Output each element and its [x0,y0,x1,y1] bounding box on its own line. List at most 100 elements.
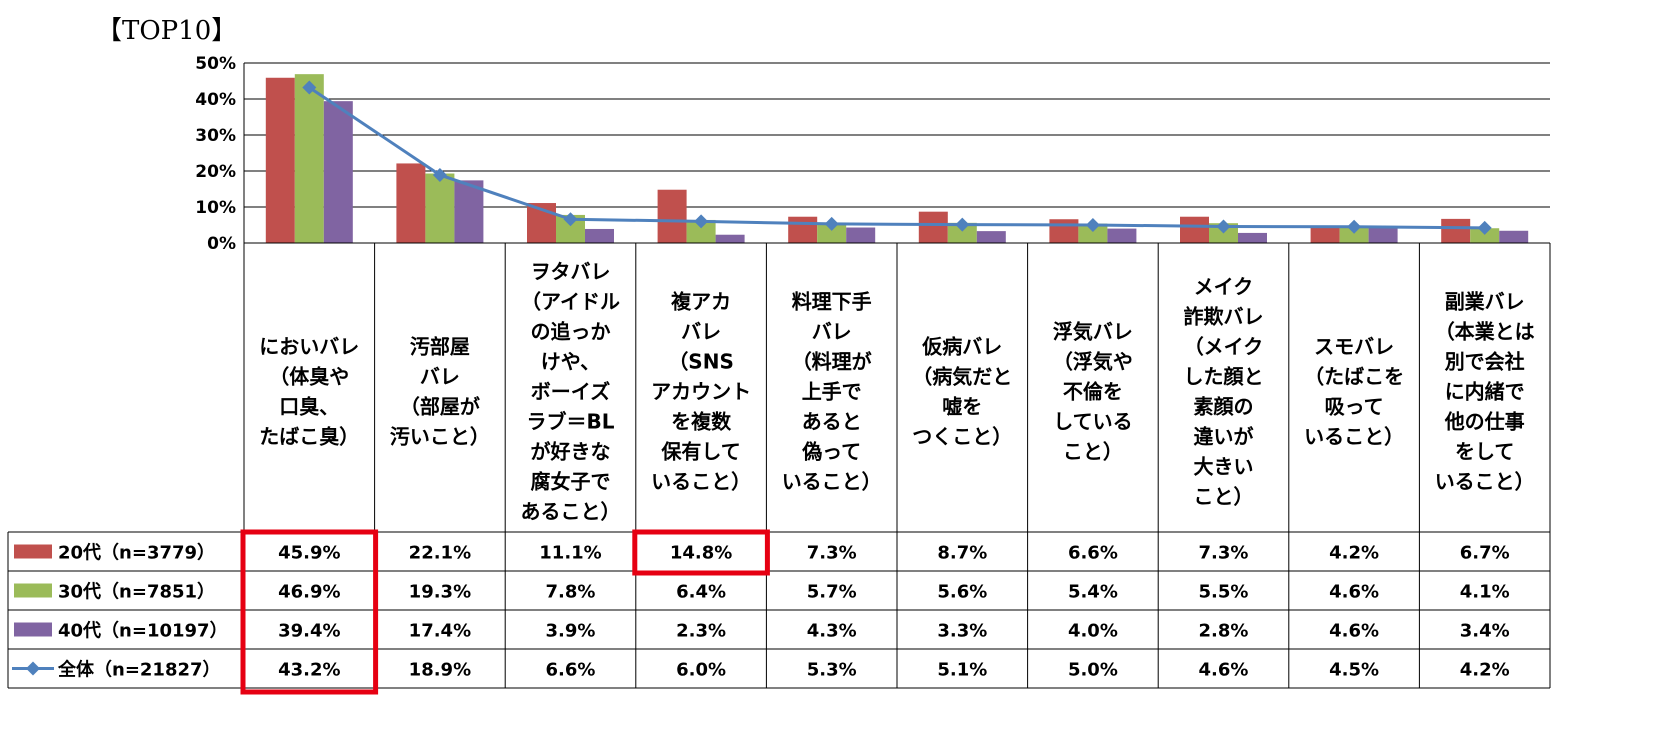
category-label: 複アカ [671,290,731,314]
bar [686,219,716,243]
category-label: （浮気や [1053,350,1133,374]
category-label: ラブ＝BL [527,410,615,434]
bar [1107,228,1137,243]
category-label: けや、 [541,350,600,374]
data-cell: 5.6% [937,582,987,603]
category-label: スモバレ [1314,335,1394,359]
category-label: した顔と [1184,365,1264,389]
bar [788,216,818,243]
data-cell: 6.7% [1460,543,1510,564]
bar [1310,227,1340,243]
overall-line [302,80,1492,235]
bar-series [265,74,1529,243]
y-tick-label: 30% [195,126,236,146]
category-label: あること） [521,500,621,524]
category-label: （料理が [792,350,872,374]
bar [425,173,455,243]
data-cell: 5.7% [807,582,857,603]
series-line-total [308,86,1485,230]
category-label: たばこ臭） [259,425,359,449]
bar [1238,232,1267,243]
bar [1441,218,1471,243]
category-label: （メイク [1184,335,1264,359]
data-cell: 2.3% [676,621,726,642]
category-label: が好きな [531,440,611,464]
data-cell: 7.3% [1199,543,1249,564]
data-cell: 5.0% [1068,660,1118,681]
data-cell: 46.9% [278,582,340,603]
data-cell: 7.8% [546,582,596,603]
legend-key [14,544,52,559]
category-label: 保有して [660,440,740,464]
category-label: いること） [1435,470,1535,494]
data-cell: 4.6% [1329,582,1379,603]
highlight-box-nioi [240,529,379,695]
category-label: こと） [1063,440,1123,464]
data-cell: 6.6% [546,660,596,681]
bar [1078,223,1108,243]
category-label: あると [802,410,862,434]
bar [1049,219,1079,243]
category-label: つくこと） [912,425,1012,449]
category-label: ヲタバレ [531,260,611,284]
category-label: をして [1455,440,1514,464]
bar [265,77,295,243]
y-tick-label: 0% [207,234,236,254]
row-label: 30代（n=7851） [58,582,215,603]
bar [817,222,847,243]
category-label: バレ [420,365,460,389]
data-cell: 14.8% [670,543,732,564]
line-point [824,216,839,231]
bar [323,101,353,243]
data-cell: 19.3% [409,582,471,603]
category-label: 浮気バレ [1053,320,1133,344]
y-tick-label: 10% [195,198,236,218]
category-label: 詐欺バレ [1184,305,1264,329]
category-label: （アイドル [521,290,620,314]
category-label: 料理下手 [792,290,872,314]
category-label: （SNS [668,350,734,374]
category-label: アカウント [651,380,751,404]
bar [1499,230,1529,243]
bar [918,211,948,243]
category-label: バレ [812,320,852,344]
data-cell: 4.5% [1329,660,1379,681]
bar [1470,228,1500,243]
data-cell: 5.4% [1068,582,1118,603]
category-label: 上手で [802,380,862,404]
line-point [302,80,317,95]
category-label: （病気だと [912,365,1012,389]
category-label: いること） [651,470,751,494]
data-cell: 4.6% [1199,660,1249,681]
bar [454,180,484,243]
data-cell: 45.9% [278,543,340,564]
bar [294,74,324,243]
category-label: 腐女子で [531,470,611,494]
line-point [563,212,578,227]
y-tick-label: 40% [195,90,236,110]
category-label: 汚部屋 [410,335,470,359]
data-table-rows: 20代（n=3779） 45.9% 22.1% 11.1% 14.8% 7.3% 8.7% 6… [12,543,1510,681]
data-cell: 7.3% [807,543,857,564]
data-cell: 5.1% [937,660,987,681]
category-label: 違いが [1194,425,1254,449]
category-label: 不倫を [1063,380,1123,404]
data-table [7,242,1551,689]
row-label: 40代（n=10197） [58,621,228,642]
data-cell: 6.4% [676,582,726,603]
line-point [955,217,970,232]
data-cell: 43.2% [278,660,340,681]
data-cell: 5.3% [807,660,857,681]
line-point [1347,219,1362,234]
data-cell: 2.8% [1199,621,1249,642]
bar [976,231,1006,243]
data-cell: 18.9% [409,660,471,681]
bar [947,222,977,243]
category-label: 別で会社 [1445,350,1525,374]
data-cell: 4.3% [807,621,857,642]
y-axis-ticks: 0% 10% 20% 30% 40% 50% [195,54,236,254]
category-labels: においバレ（体臭や口臭、たばこ臭）汚部屋バレ（部屋が汚いこと）ヲタバレ（アイドル… [259,260,1534,524]
category-label: 副業バレ [1445,290,1525,314]
data-cell: 4.6% [1329,621,1379,642]
legend-key-marker [26,661,40,676]
